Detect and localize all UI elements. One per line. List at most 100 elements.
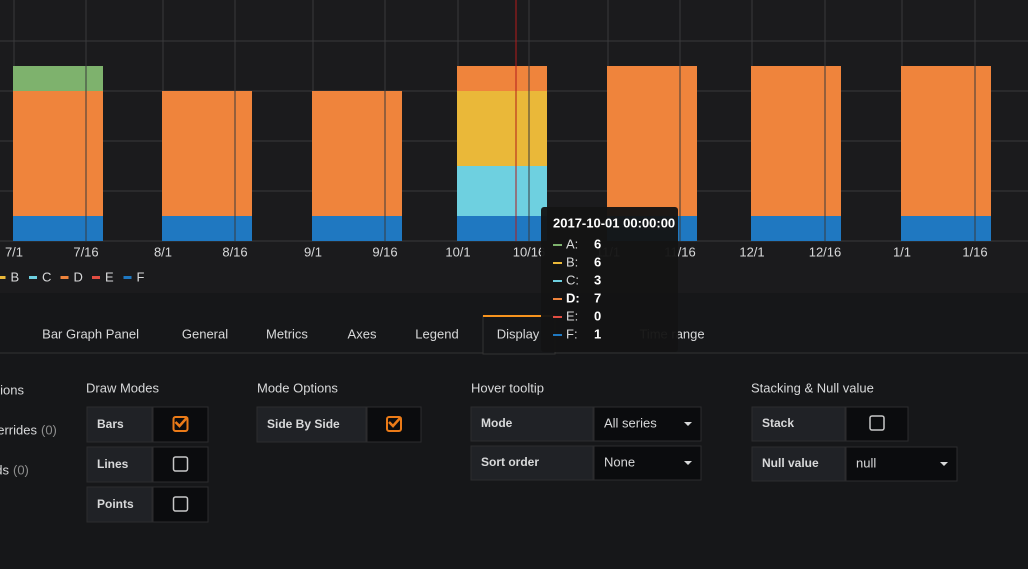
select-value: None bbox=[604, 454, 635, 469]
tooltip-label: F: bbox=[566, 326, 578, 341]
bar bbox=[751, 216, 841, 241]
checkbox-box[interactable] bbox=[869, 415, 885, 431]
x-tick-label: 1/16 bbox=[962, 244, 987, 259]
select-value: null bbox=[856, 455, 876, 470]
checkbox-check bbox=[174, 416, 189, 428]
tooltip-value: 7 bbox=[594, 290, 601, 305]
tooltip-value: 6 bbox=[594, 236, 601, 251]
legend-label[interactable]: E bbox=[105, 269, 114, 284]
x-tick-label: 12/16 bbox=[809, 244, 842, 259]
checkbox-cell[interactable] bbox=[845, 406, 909, 442]
legend-swatch bbox=[123, 276, 132, 279]
checkbox-groups: Bars Lines Points Side By Side bbox=[86, 406, 422, 523]
tooltip-value: 1 bbox=[594, 326, 601, 341]
legend-label[interactable]: C bbox=[42, 269, 51, 284]
legend-swatch bbox=[29, 276, 37, 279]
field-label bbox=[256, 406, 367, 443]
tooltip-label: A: bbox=[566, 236, 578, 251]
field-label-text: Lines bbox=[97, 457, 129, 471]
tooltip-swatch bbox=[553, 298, 562, 300]
tooltip: 2017-10-01 00:00:00 A: 6 B: 6 C: 3 D: 7 E: 0 F: 1 bbox=[541, 207, 678, 352]
checkbox-box[interactable] bbox=[172, 416, 189, 432]
legend-label[interactable]: B bbox=[11, 269, 20, 284]
select-caret bbox=[684, 422, 692, 426]
active-tab-accent bbox=[483, 315, 555, 317]
select-caret bbox=[684, 461, 692, 465]
checkbox[interactable] bbox=[869, 415, 885, 431]
tooltip-swatch bbox=[553, 334, 562, 336]
select[interactable] bbox=[593, 445, 702, 481]
bar bbox=[457, 216, 547, 241]
x-tick-label: 10/16 bbox=[513, 244, 546, 259]
tab[interactable]: Metrics bbox=[266, 326, 308, 341]
select-row: Null value null bbox=[751, 446, 958, 482]
tooltip-value: 6 bbox=[594, 254, 601, 269]
sidebar-count: (0) bbox=[13, 462, 29, 477]
tooltip-swatch bbox=[553, 280, 562, 282]
select-row: Sort order None bbox=[470, 445, 702, 481]
bar bbox=[751, 66, 841, 241]
tooltip-time: 2017-10-01 00:00:00 bbox=[553, 215, 675, 230]
x-tick-label: 7/1 bbox=[5, 244, 23, 259]
section-title: Hover tooltip bbox=[471, 380, 544, 395]
select-value: All series bbox=[604, 415, 657, 430]
checkbox-box[interactable] bbox=[386, 416, 402, 432]
section-title: Mode Options bbox=[257, 380, 338, 395]
section-title: Draw Modes bbox=[86, 380, 159, 395]
legend-swatch bbox=[60, 276, 69, 279]
tab[interactable]: Axes bbox=[348, 326, 377, 341]
x-tick-label: 8/1 bbox=[154, 244, 172, 259]
x-tick-label: 7/16 bbox=[73, 244, 98, 259]
select[interactable] bbox=[845, 446, 958, 482]
legend: ABCDEF bbox=[0, 269, 145, 284]
tooltip-box bbox=[541, 207, 678, 352]
tooltip-label: B: bbox=[566, 254, 578, 269]
field-label bbox=[470, 406, 594, 442]
bar bbox=[312, 216, 402, 241]
field-label-text: Side By Side bbox=[267, 417, 340, 431]
field-label-text: Bars bbox=[97, 417, 124, 431]
tooltip-swatch bbox=[553, 244, 562, 246]
tab[interactable]: General bbox=[182, 326, 228, 341]
checkbox-cell[interactable] bbox=[152, 486, 209, 523]
field-label bbox=[751, 446, 846, 482]
legend-label[interactable]: D bbox=[74, 269, 83, 284]
select-caret bbox=[940, 462, 948, 466]
section-title: Stacking & Null value bbox=[751, 380, 874, 395]
x-tick-label: 10/1 bbox=[445, 244, 470, 259]
checkbox-box[interactable] bbox=[172, 496, 189, 512]
check-row: Stack bbox=[751, 406, 909, 442]
field-label bbox=[470, 445, 594, 481]
field-label-text: Null value bbox=[762, 456, 819, 470]
tooltip-label: D: bbox=[566, 290, 580, 305]
legend-label[interactable]: F bbox=[137, 269, 145, 284]
x-tick-label: 9/1 bbox=[304, 244, 322, 259]
tooltip-value: 3 bbox=[594, 272, 601, 287]
x-tick-label: 9/16 bbox=[372, 244, 397, 259]
legend-swatch bbox=[92, 276, 100, 279]
panel-title: Bar Graph Panel bbox=[42, 326, 139, 341]
checkbox-box[interactable] bbox=[172, 456, 189, 472]
checkbox-cell[interactable] bbox=[152, 446, 209, 483]
field-label bbox=[86, 486, 153, 523]
sidebar-item[interactable]: Draw options bbox=[0, 382, 24, 397]
tooltip-value: 0 bbox=[594, 308, 601, 323]
field-label bbox=[751, 406, 846, 442]
bar bbox=[901, 66, 991, 241]
field-label-text: Stack bbox=[762, 416, 794, 430]
field-label-text: Mode bbox=[481, 416, 513, 430]
x-tick-label: 12/1 bbox=[739, 244, 764, 259]
x-tick-label: 1/1 bbox=[893, 244, 911, 259]
field-label bbox=[86, 406, 153, 443]
sidebar-item[interactable]: Thresholds bbox=[0, 462, 9, 477]
tab[interactable]: Legend bbox=[415, 326, 458, 341]
tab[interactable]: Display bbox=[497, 326, 540, 341]
checkbox-check bbox=[388, 416, 402, 428]
tooltip-label: E: bbox=[566, 308, 578, 323]
tooltip-swatch bbox=[553, 316, 562, 318]
sidebar-item[interactable]: Series overrides bbox=[0, 422, 37, 437]
select[interactable] bbox=[593, 406, 702, 442]
x-tick-label: 8/16 bbox=[222, 244, 247, 259]
field-label-text: Points bbox=[97, 497, 134, 511]
